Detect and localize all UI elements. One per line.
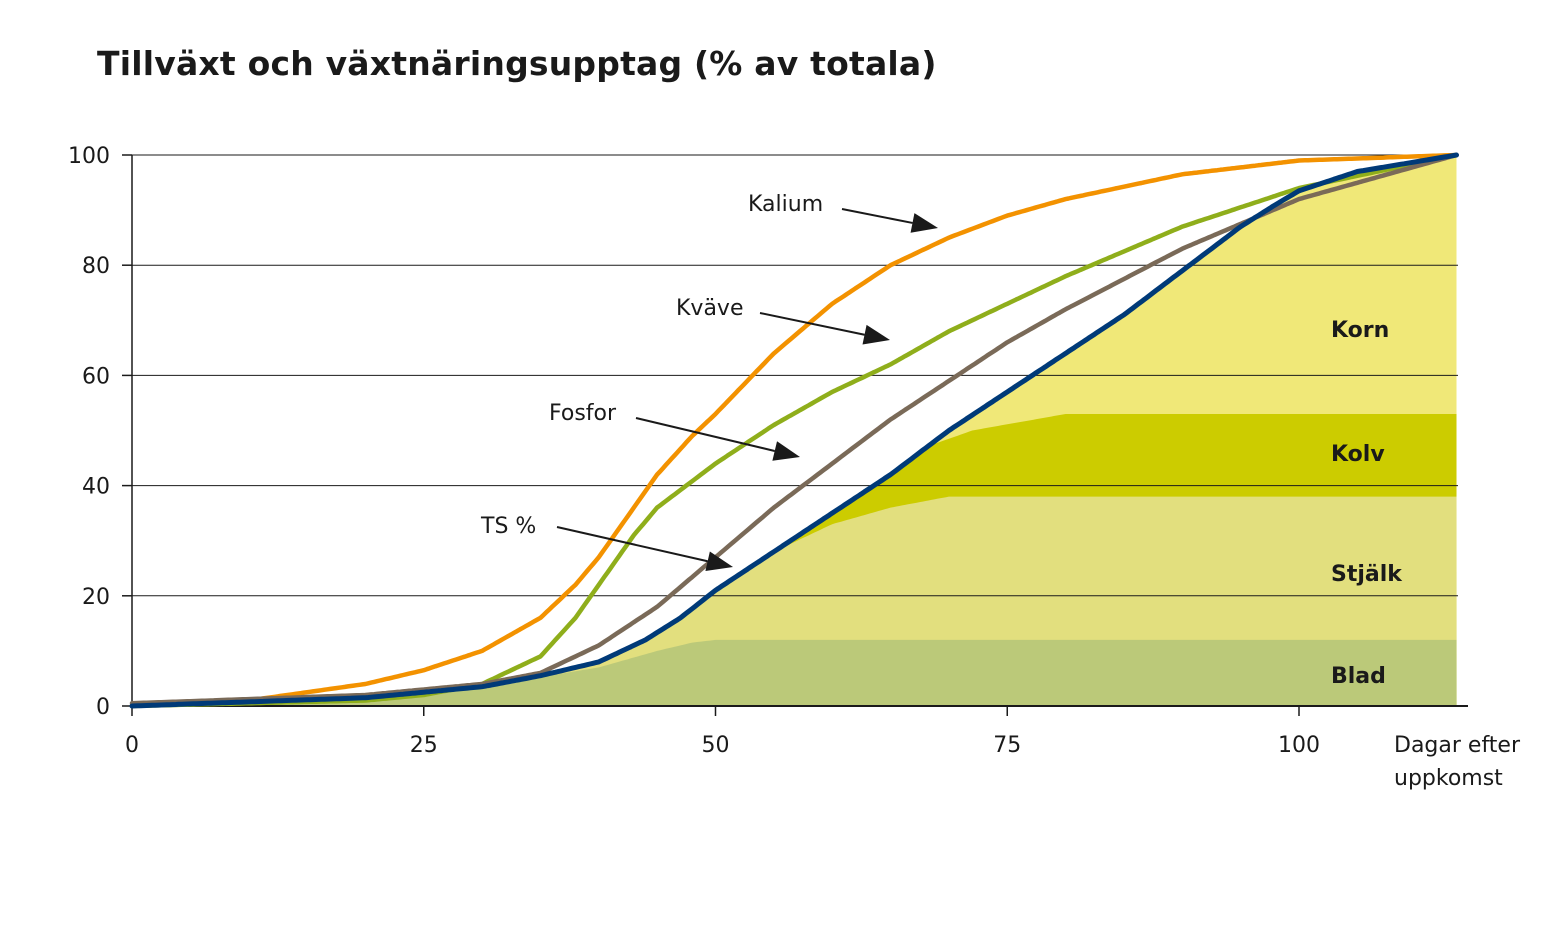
x-axis-label: uppkomst xyxy=(1394,766,1503,791)
x-tick-label: 25 xyxy=(410,733,438,758)
annotation-label: Kalium xyxy=(748,192,823,217)
y-tick-label: 0 xyxy=(96,695,110,720)
area-label-kolv: Kolv xyxy=(1331,442,1385,467)
area-label-stjälk: Stjälk xyxy=(1331,562,1403,587)
annotation-arrow-head xyxy=(705,551,733,571)
annotation-arrow-line xyxy=(635,417,775,452)
area-label-korn: Korn xyxy=(1331,318,1389,343)
x-tick-label: 0 xyxy=(125,733,139,758)
y-tick-label: 60 xyxy=(82,364,110,389)
y-tick-label: 20 xyxy=(82,585,110,610)
annotation-arrow-line xyxy=(841,208,913,224)
y-tick-label: 40 xyxy=(82,475,110,500)
series-line-kalium xyxy=(129,152,1459,709)
chart-title: Tillväxt och växtnäringsupptag (% av tot… xyxy=(97,44,937,83)
series-line-kvve xyxy=(129,152,1459,709)
x-tick-label: 50 xyxy=(702,733,730,758)
area-label-blad: Blad xyxy=(1331,664,1386,689)
x-tick-label: 75 xyxy=(993,733,1021,758)
series-line-fosfor xyxy=(129,152,1459,706)
annotation-arrow-line xyxy=(556,526,708,563)
annotation-label: TS % xyxy=(480,514,536,539)
x-tick-label: 100 xyxy=(1278,733,1320,758)
series-line-ts xyxy=(129,152,1459,709)
y-tick-label: 100 xyxy=(68,144,110,169)
x-axis-label: Dagar efter xyxy=(1394,733,1521,758)
annotation-arrow-line xyxy=(759,312,865,336)
annotation-arrow-head xyxy=(910,213,938,233)
annotation-label: Kväve xyxy=(676,296,743,321)
y-tick-label: 80 xyxy=(82,254,110,279)
annotation-label: Fosfor xyxy=(549,401,617,426)
annotation-arrow-head xyxy=(862,324,890,345)
annotation-arrow-head xyxy=(772,441,800,461)
